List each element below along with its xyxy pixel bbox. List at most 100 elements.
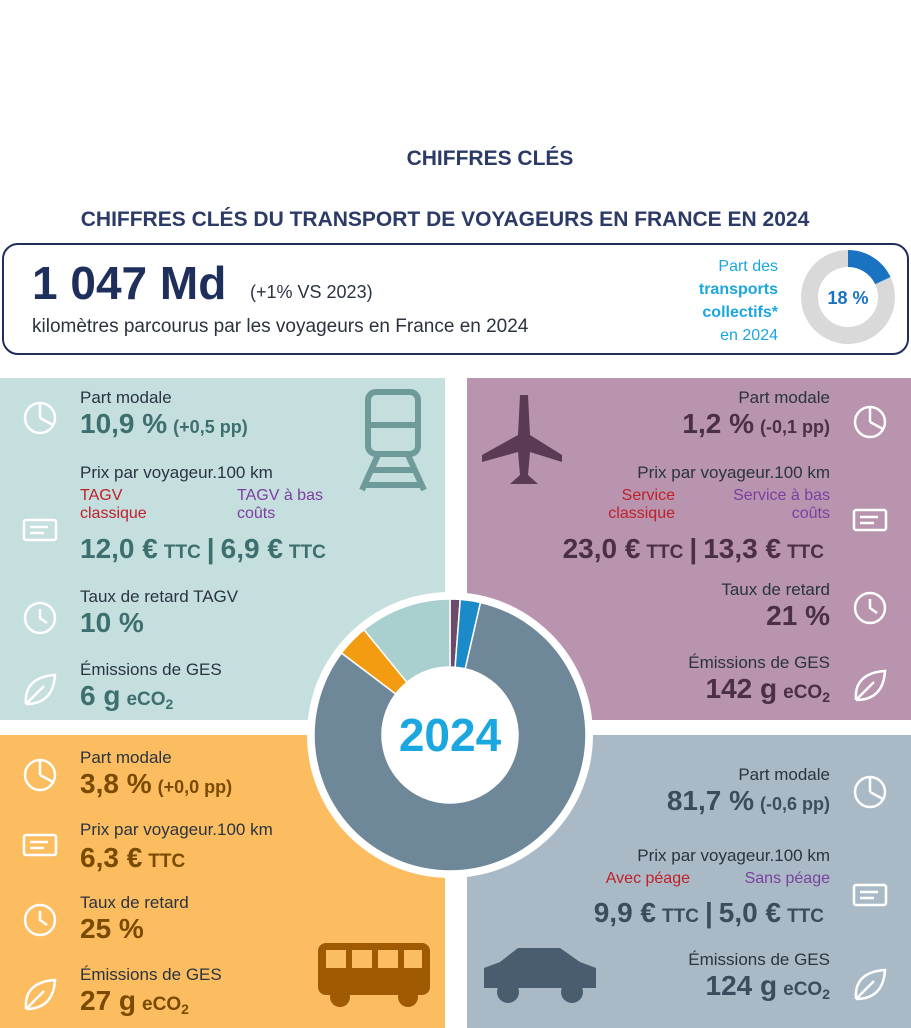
emissions-label-wrap: Émissions de GES: [688, 950, 830, 970]
clock-outline: [23, 601, 57, 635]
delay-label: Taux de retard: [721, 580, 830, 599]
co2-unit: eCO: [126, 689, 166, 710]
price-a: 6,3 €: [80, 842, 143, 873]
ticket-icon: [852, 508, 888, 532]
price-b-label-text: Sans péage: [744, 870, 830, 887]
leaf-outline: [24, 978, 57, 1011]
price-a-label: Avec péage: [570, 870, 690, 888]
price-label: Prix par voyageur.100 km: [80, 463, 273, 482]
price-b-label: Sans péage: [710, 870, 830, 888]
emissions-value: 6 g: [80, 680, 121, 711]
share-line: collectifs*: [702, 304, 778, 321]
price-label: Prix par voyageur.100 km: [80, 820, 273, 839]
leaf-outline: [854, 968, 887, 1001]
delay-label: Taux de retard TAGV: [80, 587, 239, 606]
share-rest: [800, 250, 895, 344]
share-row: 3,8 % (+0,0 pp): [80, 768, 232, 800]
clock-outline: [23, 903, 57, 937]
share-line-wrap: collectifs*: [702, 304, 778, 322]
summary-value: 1 047 Md: [32, 257, 227, 309]
share-value: 1,2 %: [682, 408, 754, 439]
car-icon: [484, 948, 596, 1003]
share-label: Part modale: [738, 765, 830, 784]
price-label-wrap: Prix par voyageur.100 km: [637, 463, 830, 483]
share-change: (+0,5 pp): [173, 417, 248, 437]
ticket-icon: [852, 883, 888, 907]
price-separator: |: [689, 533, 698, 564]
emissions-label: Émissions de GES: [688, 653, 830, 672]
price-separator: |: [206, 533, 215, 564]
price-a: 23,0 €: [562, 533, 641, 564]
ticket-outline: [22, 833, 58, 857]
pie-icon: [23, 401, 57, 435]
share-label-wrap: Part modale: [80, 388, 172, 408]
title: CHIFFRES CLÉS: [406, 147, 574, 170]
emissions-label: Émissions de GES: [80, 965, 222, 984]
leaf-icon: [854, 968, 887, 1001]
share-label: Part modale: [80, 388, 172, 407]
price-separator: |: [704, 897, 713, 928]
share-row: 10,9 % (+0,5 pp): [80, 408, 248, 440]
ticket-outline: [852, 883, 888, 907]
pie-icon: [23, 758, 57, 792]
emissions-label-wrap: Émissions de GES: [688, 653, 830, 673]
price-b-label: TAGV à bas coûts: [237, 487, 347, 523]
delay-label-wrap: Taux de retard: [721, 580, 830, 600]
emissions-row: 142 g eCO2: [706, 673, 830, 705]
share-label: 18 %: [827, 288, 868, 308]
price-a: 12,0 €: [80, 533, 158, 564]
delay-value-wrap: 25 %: [80, 913, 144, 945]
co2-sub: 2: [181, 1001, 189, 1018]
co2-unit: eCO: [783, 682, 823, 703]
emissions-label: Émissions de GES: [80, 660, 222, 679]
share-label-wrap: Part modale: [80, 748, 172, 768]
ttc-b: TTC: [787, 906, 824, 927]
price-label-wrap: Prix par voyageur.100 km: [80, 820, 273, 840]
summary-change: (+1% VS 2023): [250, 282, 373, 302]
price-label-wrap: Prix par voyageur.100 km: [637, 846, 830, 866]
share-change: (-0,1 pp): [760, 417, 830, 437]
clock-icon: [23, 601, 57, 635]
summary-box: [2, 243, 909, 355]
ticket-outline: [852, 508, 888, 532]
ticket-icon: [22, 833, 58, 857]
bus-icon: [318, 943, 430, 1007]
ttc-b: TTC: [787, 542, 824, 563]
pie-cut: [38, 403, 54, 427]
share-row: 81,7 % (-0,6 pp): [667, 785, 830, 817]
price-b: 13,3 €: [703, 533, 782, 564]
emissions-row: 27 g eCO2: [80, 985, 189, 1017]
delay-label-wrap: Taux de retard: [80, 893, 189, 913]
ticket-icon: [22, 518, 58, 542]
delay-value: 25 %: [80, 913, 144, 944]
ttc-b: TTC: [288, 542, 326, 563]
clock-hands: [38, 609, 48, 625]
clock-icon: [853, 591, 887, 625]
share-value: 3,8 %: [80, 768, 152, 799]
icons: [318, 389, 596, 1007]
train-icon: [359, 389, 427, 492]
leaf-outline: [24, 673, 57, 706]
price-a-label-text: Service classique: [608, 487, 675, 522]
price-b-label-text: TAGV à bas coûts: [237, 487, 323, 522]
share-label: Part modale: [80, 748, 172, 767]
share-arc: [848, 250, 891, 285]
delay-value-wrap: 21 %: [766, 600, 830, 632]
ttc-a: TTC: [662, 906, 699, 927]
emissions-label-wrap: Émissions de GES: [80, 965, 222, 985]
summary-caption: kilomètres parcourus par les voyageurs e…: [32, 316, 529, 337]
price-row: 6,3 € TTC: [80, 842, 191, 874]
share-line: Part des: [718, 258, 778, 275]
share-label: Part modale: [738, 388, 830, 407]
ticket-outline: [22, 518, 58, 542]
price-b: 6,9 €: [220, 533, 283, 564]
share-row: 1,2 % (-0,1 pp): [682, 408, 830, 440]
delay-value: 10 %: [80, 607, 144, 638]
emissions-row: 6 g eCO2: [80, 680, 173, 712]
co2-sub: 2: [822, 689, 830, 706]
donut-slice: [313, 601, 587, 872]
delay-value: 21 %: [766, 600, 830, 631]
ttc-a: TTC: [148, 851, 186, 872]
price-row: 12,0 € TTC | 6,9 € TTC: [80, 533, 332, 565]
